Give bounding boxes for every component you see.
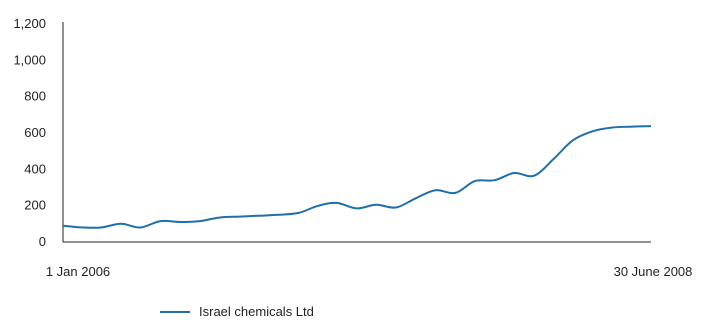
y-axis-ticks: 0 200 400 600 800 1,000 1,200: [13, 16, 46, 249]
y-tick-label: 800: [24, 89, 46, 104]
series-line-israel-chemicals: [62, 125, 652, 229]
y-tick-label: 1,200: [13, 16, 46, 31]
y-tick-label: 200: [24, 198, 46, 213]
x-tick-label-start: 1 Jan 2006: [46, 264, 110, 279]
x-tick-label-end: 30 June 2008: [614, 264, 693, 279]
legend-label: Israel chemicals Ltd: [199, 304, 314, 319]
y-tick-label: 600: [24, 125, 46, 140]
y-tick-label: 0: [39, 234, 46, 249]
y-tick-label: 1,000: [13, 52, 46, 67]
legend: Israel chemicals Ltd: [160, 304, 314, 319]
series-layer: [62, 125, 652, 229]
y-tick-label: 400: [24, 161, 46, 176]
